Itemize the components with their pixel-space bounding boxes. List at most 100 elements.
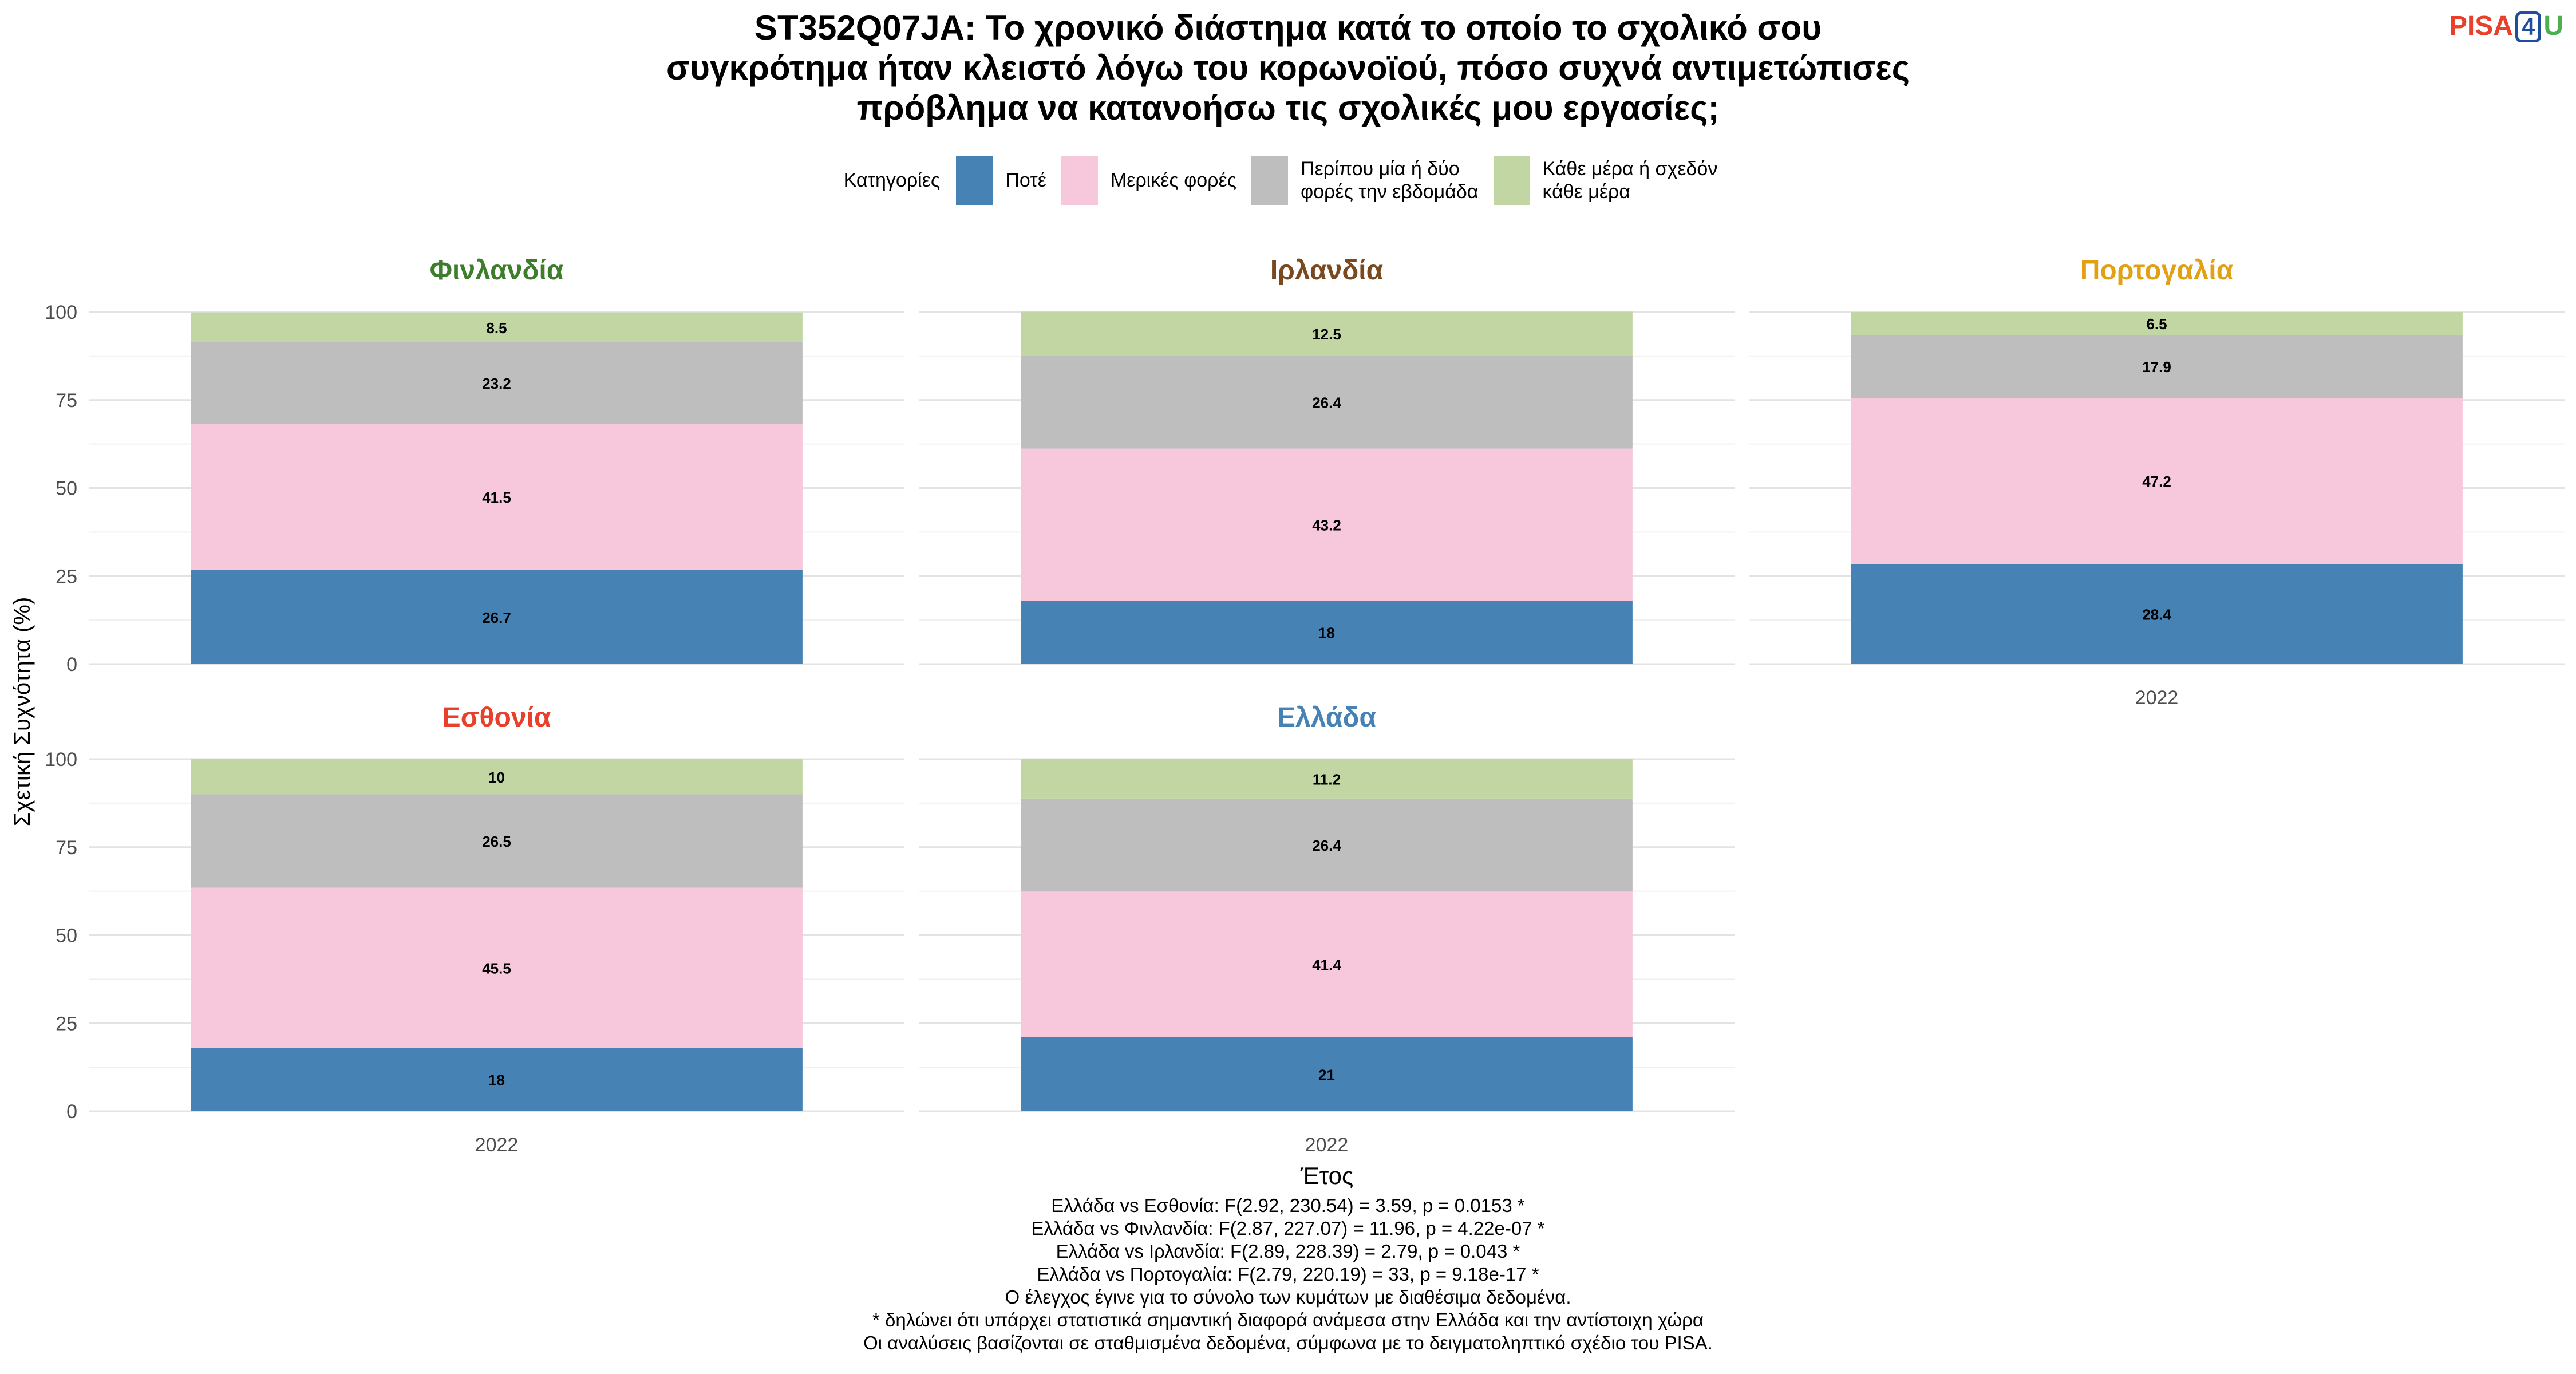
y-tick-label: 50 [56, 925, 77, 947]
data-label: 41.4 [1312, 957, 1341, 974]
y-tick-label: 0 [66, 1101, 77, 1123]
bar-segment [1851, 564, 2463, 664]
data-label: 26.7 [482, 609, 511, 626]
legend-label-line: Κάθε μέρα ή σχεδόν [1542, 158, 1718, 180]
legend: Κατηγορίες Ποτέ Μερικές φορές Περίπου μί… [0, 156, 2576, 205]
bar-segment [1021, 891, 1633, 1037]
facet-title: Φινλανδία [430, 255, 564, 286]
bar-segment [1851, 312, 2463, 335]
facet-panel: Ελλάδα 21 41.4 26.4 11.2 2022 [919, 702, 1735, 1156]
x-tick-label: 2022 [475, 1134, 519, 1156]
legend-item-sometimes: Μερικές φορές [1061, 156, 1236, 205]
data-label: 10 [488, 769, 505, 786]
y-tick-label: 50 [56, 478, 77, 500]
data-label: 26.4 [1312, 394, 1341, 411]
facet-panel: Φινλανδία 0 25 50 75 100 26.7 41.5 23.2 8.5 [45, 255, 904, 676]
bar-segment [1021, 1037, 1633, 1111]
facet-title: Ιρλανδία [1270, 255, 1384, 286]
data-label: 18 [488, 1072, 505, 1089]
facet-panel: Εσθονία 0 25 50 75 100 18 45.5 26.5 10 2022 [45, 702, 904, 1156]
legend-label-line: φορές την εβδομάδα [1301, 181, 1479, 203]
legend-label-line: Περίπου μία ή δύο [1301, 158, 1460, 180]
legend-swatch [956, 156, 993, 205]
legend-label: Κάθε μέρα ή σχεδόν κάθε μέρα [1543, 157, 1718, 203]
data-label: 8.5 [486, 319, 507, 337]
data-label: 43.2 [1312, 516, 1341, 534]
legend-swatch [1251, 156, 1289, 205]
statistical-notes: Ελλάδα vs Εσθονία: F(2.92, 230.54) = 3.5… [0, 1194, 2576, 1355]
data-label: 23.2 [482, 375, 511, 392]
note-line: Ελλάδα vs Εσθονία: F(2.92, 230.54) = 3.5… [1051, 1195, 1525, 1216]
data-label: 18 [1318, 625, 1335, 642]
bar-segment [191, 759, 803, 795]
facet-panel: Ιρλανδία 18 43.2 26.4 12.5 [919, 255, 1735, 665]
note-line: Οι αναλύσεις βασίζονται σε σταθμισμένα δ… [863, 1332, 1713, 1353]
title-line: ST352Q07JA: Το χρονικό διάστημα κατά το … [754, 9, 1822, 47]
title-line: πρόβλημα να κατανοήσω τις σχολικές μου ε… [856, 89, 1720, 127]
data-label: 28.4 [2142, 606, 2171, 623]
legend-swatch [1493, 156, 1530, 205]
data-label: 47.2 [2142, 473, 2171, 490]
data-label: 26.5 [482, 833, 511, 850]
legend-item-weekly: Περίπου μία ή δύο φορές την εβδομάδα [1251, 156, 1479, 205]
x-axis-title: Έτος [1300, 1162, 1354, 1189]
y-tick-label: 100 [45, 749, 77, 771]
data-label: 41.5 [482, 489, 511, 506]
bar-segment [1021, 759, 1633, 799]
legend-label: Ποτέ [1005, 169, 1046, 191]
bar-segment [191, 424, 803, 570]
note-line: Ελλάδα vs Φινλανδία: F(2.87, 227.07) = 1… [1031, 1218, 1545, 1239]
bar-segment [191, 887, 803, 1048]
bar-segment [1851, 398, 2463, 564]
data-label: 26.4 [1312, 837, 1341, 854]
pisa4u-logo: PISA 4 U [2449, 10, 2563, 42]
y-tick-label: 75 [56, 837, 77, 859]
x-tick-label: 2022 [2135, 687, 2179, 709]
x-tick-label: 2022 [1305, 1134, 1349, 1156]
y-tick-label: 0 [66, 654, 77, 676]
note-line: Ελλάδα vs Πορτογαλία: F(2.79, 220.19) = … [1037, 1264, 1539, 1285]
bar-segment [191, 1048, 803, 1111]
bar-segment [191, 312, 803, 342]
title-line: συγκρότημα ήταν κλειστό λόγω του κορωνοϊ… [666, 49, 1910, 87]
legend-label: Περίπου μία ή δύο φορές την εβδομάδα [1301, 157, 1478, 203]
data-label: 12.5 [1312, 326, 1341, 343]
y-axis-title: Σχετική Συχνότητα (%) [10, 597, 35, 827]
note-line: Ο έλεγχος έγινε για το σύνολο των κυμάτω… [1005, 1286, 1571, 1308]
chart-title: ST352Q07JA: Το χρονικό διάστημα κατά το … [0, 8, 2576, 128]
legend-item-daily: Κάθε μέρα ή σχεδόν κάθε μέρα [1493, 156, 1718, 205]
y-tick-label: 75 [56, 390, 77, 412]
data-label: 45.5 [482, 960, 511, 977]
bar-segment [191, 342, 803, 424]
bar-segment [191, 570, 803, 664]
bar-segment [1021, 798, 1633, 892]
data-label: 21 [1318, 1066, 1335, 1083]
bar-segment [1851, 334, 2463, 398]
logo-four-text: 4 [2515, 11, 2542, 42]
y-tick-label: 25 [56, 1013, 77, 1035]
bar-segment [1021, 601, 1633, 664]
facet-title: Εσθονία [442, 702, 551, 733]
facet-title: Πορτογαλία [2080, 255, 2234, 286]
bar-segment [191, 794, 803, 888]
bar-segment [1021, 448, 1633, 601]
legend-swatch [1061, 156, 1098, 205]
bar-segment [1021, 356, 1633, 449]
logo-u-text: U [2543, 11, 2563, 41]
bar-segment [1021, 311, 1633, 356]
y-tick-label: 25 [56, 566, 77, 587]
legend-label-line: κάθε μέρα [1542, 181, 1631, 203]
y-tick-label: 100 [45, 302, 77, 323]
facet-panel: Πορτογαλία 28.4 47.2 17.9 6.5 2022 [1749, 255, 2565, 709]
data-label: 17.9 [2142, 358, 2171, 376]
legend-item-never: Ποτέ [956, 156, 1046, 205]
note-line: * δηλώνει ότι υπάρχει στατιστικά σημαντι… [872, 1309, 1704, 1330]
legend-label: Μερικές φορές [1110, 169, 1237, 191]
data-label: 6.5 [2146, 315, 2167, 333]
facet-title: Ελλάδα [1277, 702, 1376, 733]
logo-pisa-text: PISA [2448, 11, 2513, 41]
data-label: 11.2 [1313, 771, 1341, 788]
note-line: Ελλάδα vs Ιρλανδία: F(2.89, 228.39) = 2.… [1056, 1241, 1520, 1262]
legend-title: Κατηγορίες [843, 169, 941, 191]
